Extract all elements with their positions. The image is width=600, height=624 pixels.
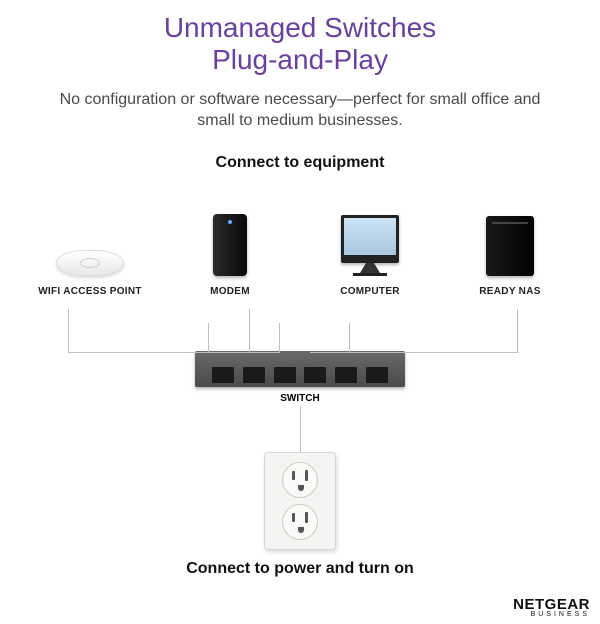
nas-icon (486, 204, 534, 276)
computer-icon (341, 204, 399, 276)
outlet-socket (282, 504, 318, 540)
subtitle: No configuration or software necessary—p… (0, 90, 600, 132)
switch-port (366, 367, 388, 383)
device-label: COMPUTER (340, 286, 400, 297)
outlet-socket (282, 462, 318, 498)
device-nas (445, 204, 575, 276)
section-top-label: Connect to equipment (0, 154, 600, 172)
outlet-plate (264, 452, 336, 550)
wire (208, 323, 280, 353)
device-label: MODEM (210, 286, 250, 297)
wire (340, 309, 518, 353)
wire-down (300, 406, 301, 454)
switch-port (243, 367, 265, 383)
wifi-ap-icon (56, 204, 124, 276)
switch-body (195, 351, 405, 387)
main-title: Unmanaged Switches Plug-and-Play (0, 0, 600, 76)
brand-logo: NETGEAR BUSINESS (513, 596, 590, 618)
device-computer (305, 204, 435, 276)
switch: SWITCH (0, 351, 600, 404)
switch-label: SWITCH (280, 393, 319, 404)
device-wifi-ap (25, 204, 155, 276)
device-label: WIFI ACCESS POINT (38, 286, 142, 297)
device-modem (165, 204, 295, 276)
modem-icon (213, 204, 247, 276)
title-line-2: Plug-and-Play (0, 44, 600, 76)
wires-top (20, 303, 580, 353)
switch-port (304, 367, 326, 383)
devices-row (0, 186, 600, 276)
switch-port (335, 367, 357, 383)
device-labels-row: WIFI ACCESS POINT MODEM COMPUTER READY N… (0, 280, 600, 297)
device-label: READY NAS (479, 286, 540, 297)
switch-port (212, 367, 234, 383)
switch-port (274, 367, 296, 383)
title-line-1: Unmanaged Switches (0, 12, 600, 44)
section-bottom-label: Connect to power and turn on (0, 560, 600, 578)
power-outlet (0, 452, 600, 550)
